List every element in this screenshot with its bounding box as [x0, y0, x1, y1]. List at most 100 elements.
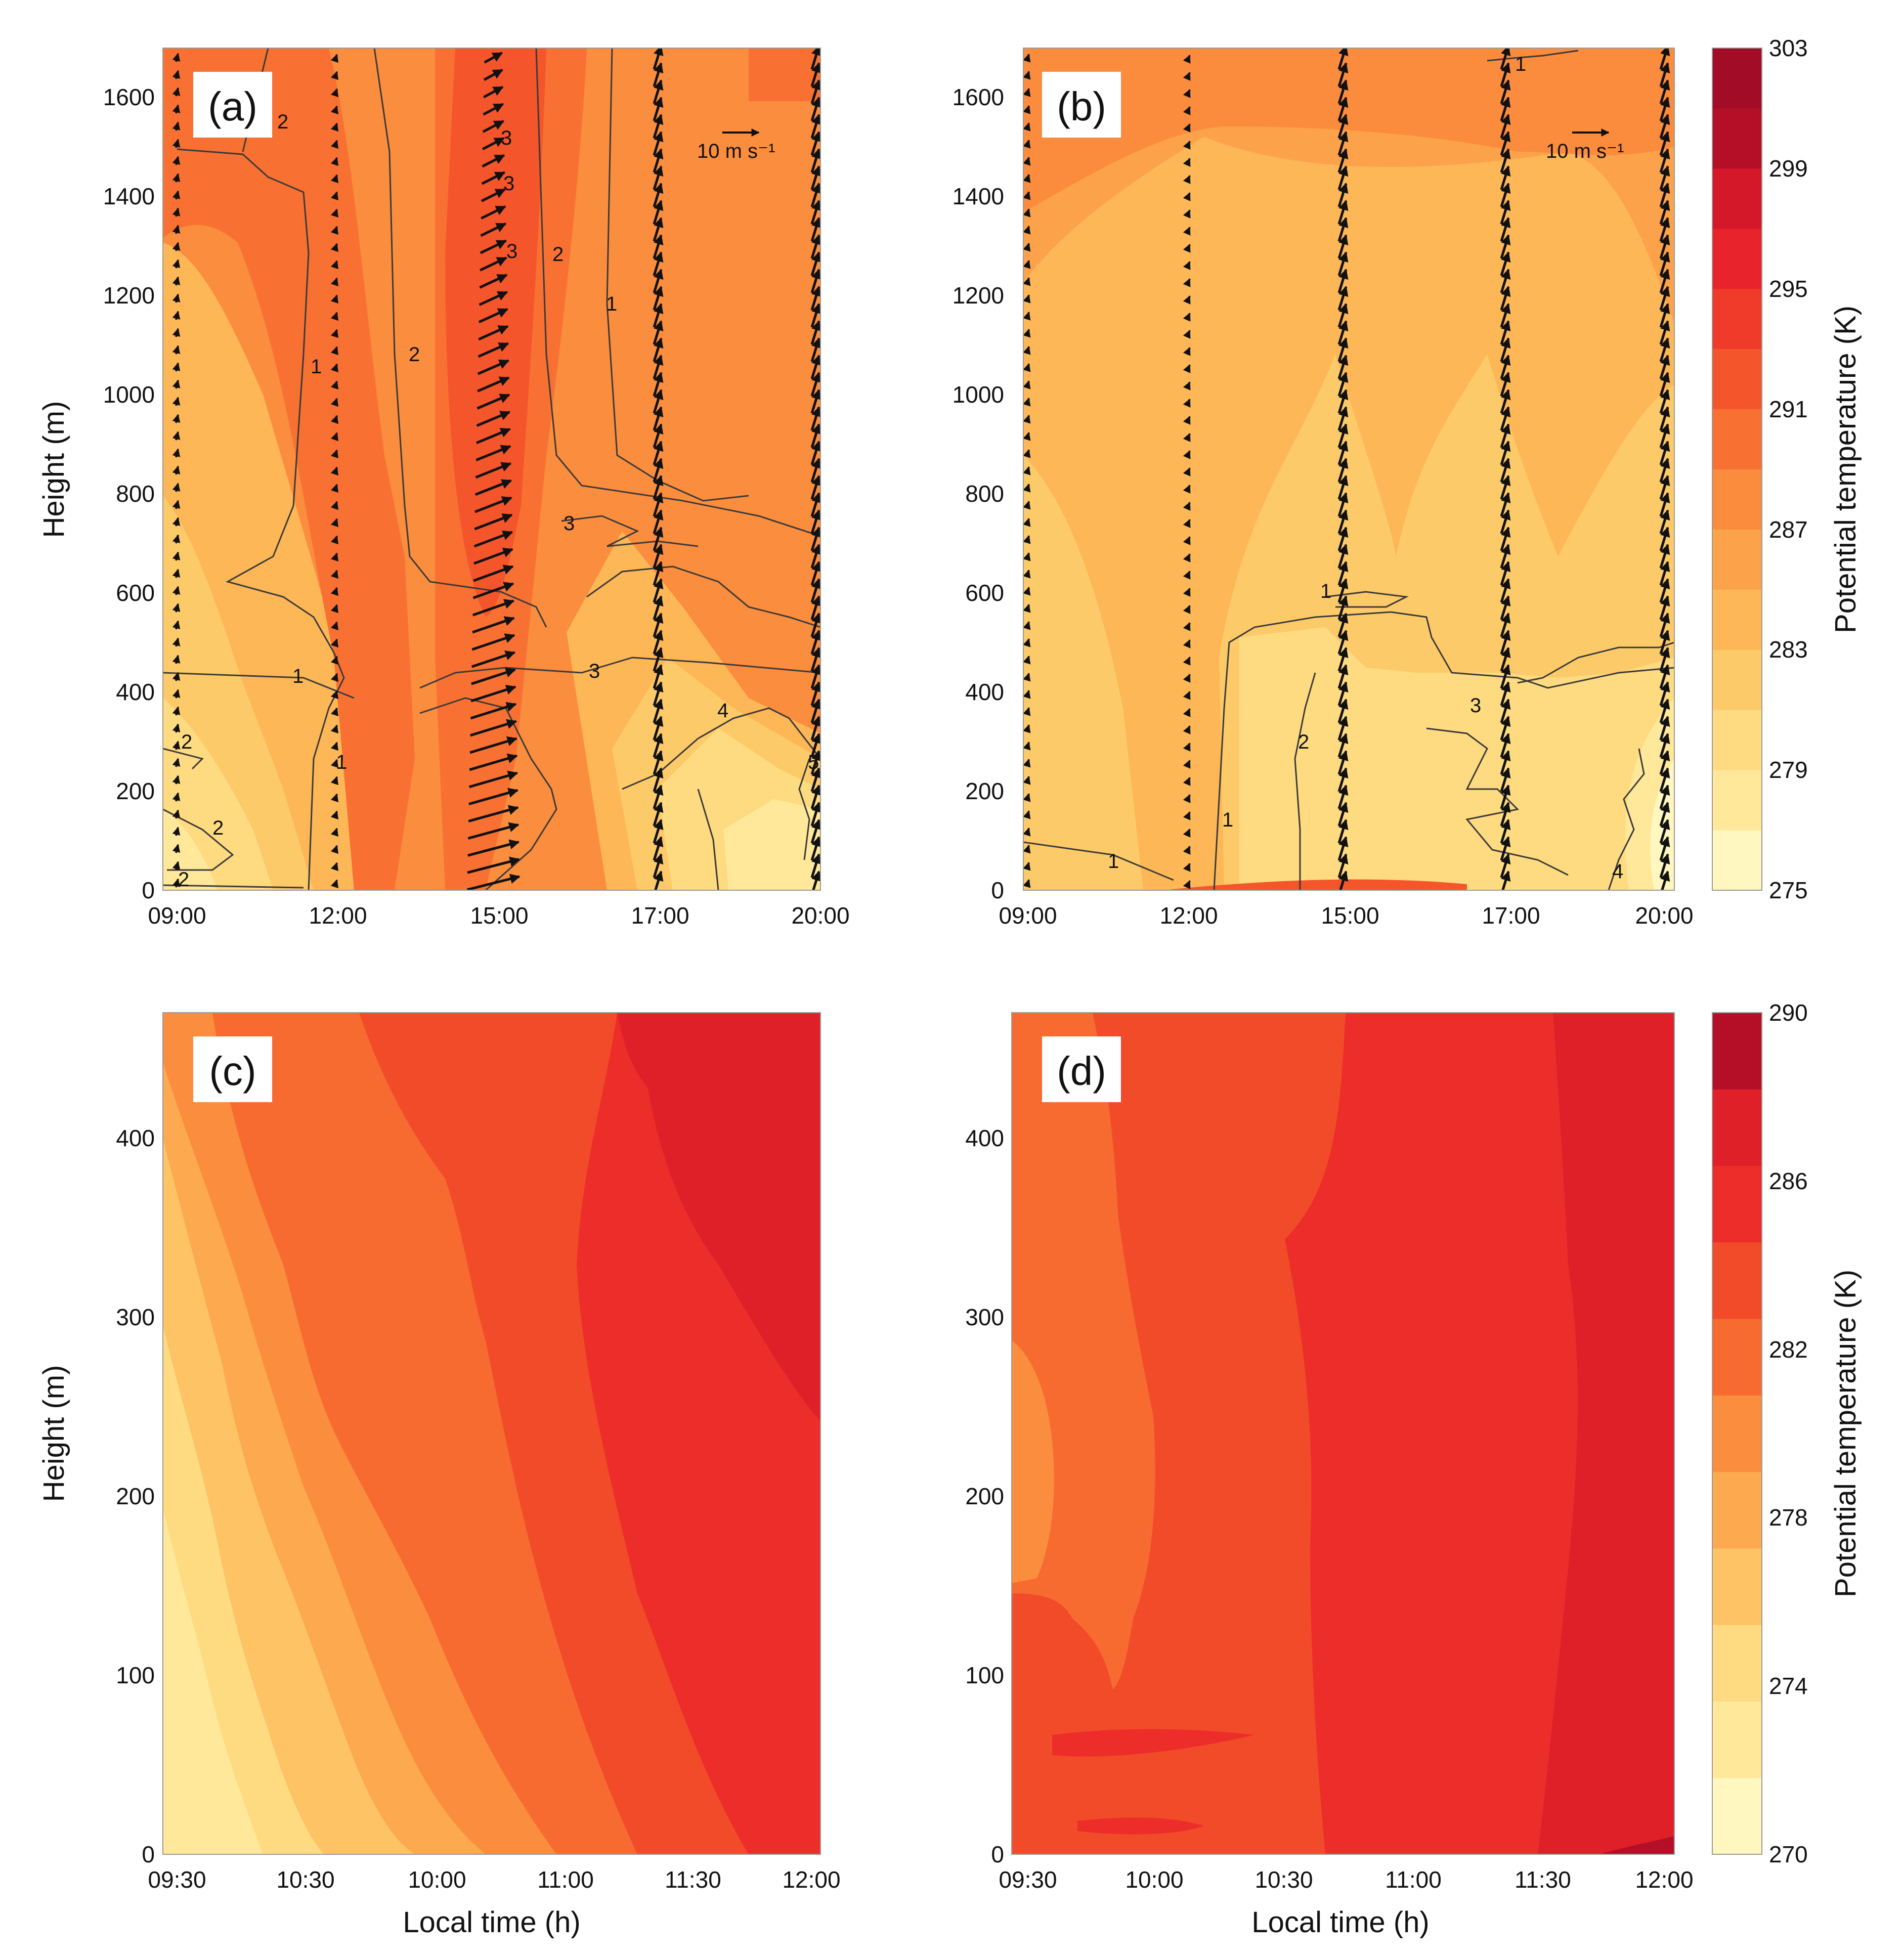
panel-b-label-box	[1042, 72, 1121, 138]
wind-vector	[172, 569, 181, 578]
panel-b-contour-line-3	[1325, 591, 1409, 608]
wind-vector	[172, 87, 181, 97]
wind-vector	[1183, 846, 1191, 855]
wind-vector	[654, 871, 664, 890]
wind-vector	[1183, 605, 1191, 614]
wind-vector	[1659, 79, 1670, 104]
wind-vector	[1337, 647, 1349, 672]
colorbar-segment	[1712, 409, 1762, 469]
wind-vector	[1023, 173, 1031, 183]
wind-vector	[470, 719, 517, 737]
wind-vector	[1659, 217, 1670, 242]
panel-c-frame	[162, 1012, 821, 1855]
wind-vector	[1183, 278, 1191, 287]
wind-vector	[810, 802, 820, 826]
panel-a-y-tick: 0	[142, 877, 155, 903]
wind-vector	[810, 699, 820, 723]
panel-b-x-tick: 15:00	[1321, 902, 1379, 929]
wind-vector	[1659, 251, 1670, 276]
panel-a-y-tick: 1400	[103, 183, 155, 209]
wind-vector	[1500, 183, 1511, 207]
wind-vector	[1183, 106, 1191, 115]
wind-vector	[480, 256, 507, 272]
wind-vector	[1337, 62, 1349, 87]
wind-vector	[172, 689, 181, 699]
wind-vector	[172, 431, 181, 441]
panel-d-y-tick: 0	[991, 1841, 1004, 1867]
colorbar-top-tick: 299	[1769, 155, 1808, 182]
wind-vector	[172, 826, 181, 836]
wind-vector	[172, 139, 181, 148]
wind-vector	[1659, 630, 1670, 655]
wind-vector	[1500, 337, 1511, 362]
wind-vector	[1500, 406, 1511, 431]
colorbar-top-tick: 283	[1769, 636, 1808, 663]
wind-vector	[1500, 802, 1511, 826]
wind-vector	[172, 397, 181, 406]
wind-vector	[1023, 724, 1031, 733]
colorbar-bottom-frame	[1712, 1012, 1762, 1855]
panel-c-x-axis-label: Local time (h)	[403, 1906, 580, 1939]
wind-vector	[172, 775, 181, 785]
wind-vector	[330, 587, 339, 596]
wind-vector	[653, 699, 664, 723]
wind-vector	[810, 664, 820, 689]
wind-vector	[1337, 733, 1349, 758]
wind-vector	[1023, 638, 1031, 647]
wind-vector	[1500, 664, 1511, 689]
wind-vector	[470, 702, 517, 720]
wind-vector	[1023, 397, 1031, 407]
wind-vector	[1337, 595, 1349, 620]
wind-vector	[330, 552, 339, 562]
panel-c-x-tick: 12:00	[782, 1866, 840, 1893]
wind-vector	[653, 183, 664, 207]
wind-vector	[1337, 372, 1349, 397]
wind-vector	[330, 621, 339, 631]
wind-vector	[330, 518, 339, 528]
wind-vector	[1023, 70, 1031, 80]
panel-c-y-tick: 0	[142, 1841, 155, 1867]
wind-vector	[1337, 492, 1349, 517]
wind-vector	[1183, 760, 1191, 769]
wind-vector	[1183, 588, 1191, 597]
colorbar-top-tick: 295	[1769, 276, 1808, 302]
wind-vector	[1337, 79, 1349, 104]
panel-b-contour-label: 1	[1320, 580, 1331, 602]
panel-b-y-tick: 1600	[953, 84, 1004, 110]
wind-vector	[1023, 414, 1031, 424]
panel-c-x-tick: 11:00	[537, 1866, 594, 1893]
wind-vector	[1183, 399, 1191, 408]
wind-vector	[473, 564, 514, 582]
wind-vector	[172, 276, 181, 286]
wind-vector	[1183, 674, 1191, 683]
wind-vector	[1337, 114, 1349, 139]
wind-vector	[330, 277, 339, 287]
wind-vector	[330, 449, 339, 459]
panel-b-frame	[1023, 48, 1675, 891]
wind-vector	[1023, 603, 1031, 613]
wind-vector	[653, 664, 664, 689]
panel-a-y-tick: 600	[116, 580, 155, 606]
wind-vector	[330, 226, 339, 235]
wind-vector	[810, 527, 820, 551]
wind-vector	[1659, 269, 1670, 293]
wind-vector	[811, 871, 820, 890]
colorbar-top-segments	[1712, 48, 1762, 891]
wind-vector	[1659, 406, 1670, 431]
wind-vector	[653, 48, 664, 70]
panel-a-y-axis-label: Height (m)	[37, 401, 70, 538]
wind-vector	[330, 501, 339, 510]
colorbar-top-tick: 279	[1769, 757, 1808, 783]
wind-vector	[653, 578, 664, 603]
wind-vector	[477, 394, 510, 410]
wind-vector	[1659, 286, 1670, 311]
panel-a-contour-label: 3	[589, 660, 600, 682]
panel-b-y-tick: 400	[965, 679, 1004, 705]
panel-a-contour-label: 3	[506, 240, 517, 263]
wind-vector	[1501, 871, 1511, 890]
panel-b-contour-line-2	[1213, 611, 1674, 890]
panel-a-contour-label: 4	[717, 700, 728, 722]
wind-vector	[810, 234, 820, 259]
wind-vector	[653, 114, 664, 139]
